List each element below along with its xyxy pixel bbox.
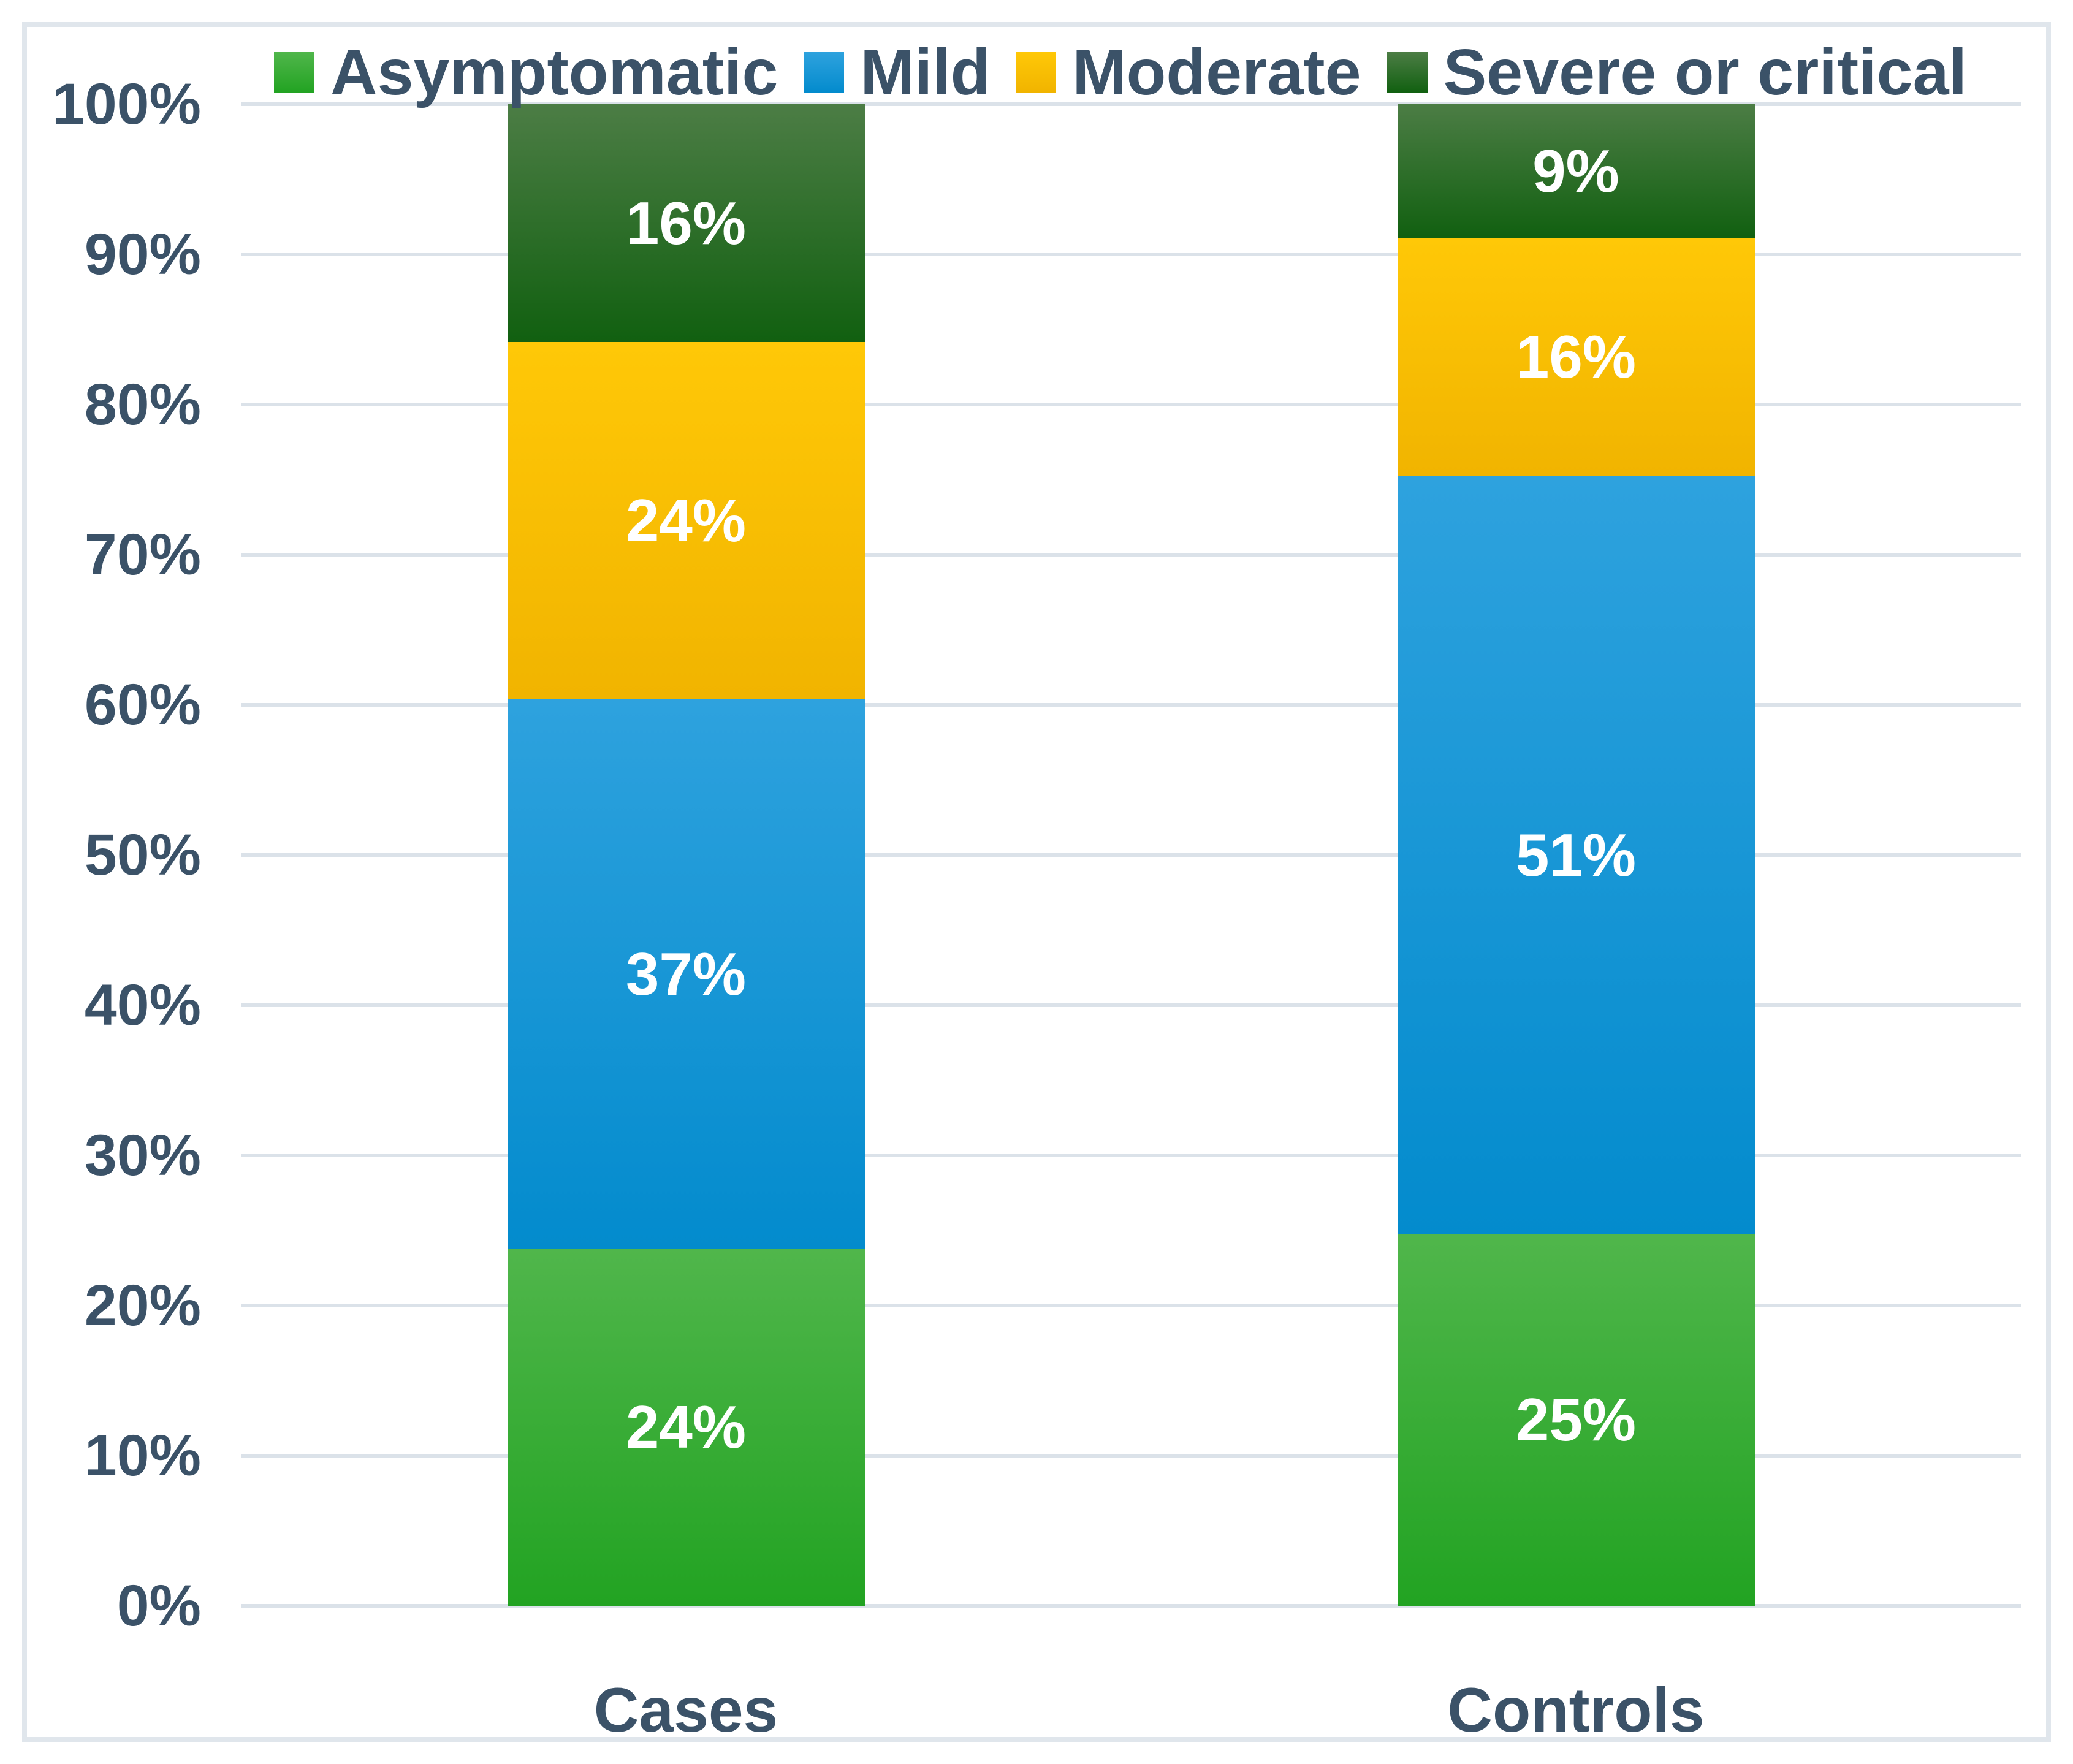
- gridline-50: [241, 853, 2021, 857]
- legend-item-asymptomatic: Asymptomatic: [274, 40, 778, 105]
- segment-moderate: 24%: [507, 342, 865, 699]
- segment-severe-or-critical: 9%: [1397, 104, 1755, 238]
- y-tick-label: 50%: [84, 823, 201, 888]
- y-tick-label: 100%: [52, 72, 201, 137]
- gridline-30: [241, 1154, 2021, 1157]
- segment-value-label: 16%: [1515, 322, 1637, 390]
- legend-label: Asymptomatic: [330, 36, 778, 108]
- segment-value-label: 24%: [625, 1393, 747, 1461]
- gridline-10: [241, 1454, 2021, 1458]
- gridline-80: [241, 403, 2021, 406]
- y-tick-label: 70%: [84, 522, 201, 587]
- segment-value-label: 37%: [625, 940, 747, 1008]
- plot-area: 0% 10% 20% 30% 40% 50% 60% 70% 80% 90% 100% 24% 37% 2…: [52, 72, 2021, 1745]
- y-tick-label: 40%: [84, 973, 201, 1038]
- segment-mild: 51%: [1397, 476, 1755, 1234]
- gridline-70: [241, 553, 2021, 557]
- gridline-60: [241, 703, 2021, 707]
- legend: Asymptomatic Mild Moderate Severe or critic…: [274, 29, 1967, 115]
- y-tick-label: 80%: [84, 372, 201, 437]
- legend-item-moderate: Moderate: [1016, 40, 1361, 105]
- legend-swatch-icon: [1386, 52, 1428, 93]
- category-label-cases: Cases: [593, 1675, 778, 1745]
- gridline-100: [241, 102, 2021, 106]
- bar-controls: 25% 51% 16% 9%: [1397, 104, 1755, 1606]
- legend-label: Mild: [860, 36, 991, 108]
- y-tick-label: 10%: [84, 1423, 201, 1488]
- gridline-40: [241, 1003, 2021, 1007]
- y-tick-label: 90%: [84, 222, 201, 287]
- legend-item-mild: Mild: [804, 40, 990, 105]
- legend-label: Severe or critical: [1443, 36, 1967, 108]
- segment-value-label: 51%: [1515, 821, 1637, 889]
- gridline-20: [241, 1304, 2021, 1307]
- legend-swatch-icon: [1016, 52, 1057, 93]
- legend-swatch-icon: [804, 52, 845, 93]
- y-tick-label: 0%: [116, 1573, 201, 1638]
- segment-asymptomatic: 24%: [507, 1249, 865, 1606]
- segment-value-label: 9%: [1532, 137, 1619, 205]
- legend-label: Moderate: [1072, 36, 1361, 108]
- segment-asymptomatic: 25%: [1397, 1234, 1755, 1606]
- segment-value-label: 24%: [625, 486, 747, 554]
- gridline-90: [241, 253, 2021, 256]
- segment-severe-or-critical: 16%: [507, 104, 865, 343]
- segment-value-label: 25%: [1515, 1386, 1637, 1454]
- segment-mild: 37%: [507, 699, 865, 1249]
- segment-value-label: 16%: [625, 189, 747, 257]
- gridline-0: [241, 1604, 2021, 1608]
- bar-cases: 24% 37% 24% 16%: [507, 104, 865, 1606]
- legend-swatch-icon: [274, 52, 314, 93]
- legend-item-severe-or-critical: Severe or critical: [1386, 36, 1967, 108]
- y-tick-label: 30%: [84, 1123, 201, 1188]
- y-tick-label: 60%: [84, 672, 201, 737]
- segment-moderate: 16%: [1397, 238, 1755, 476]
- y-tick-label: 20%: [84, 1273, 201, 1338]
- category-label-controls: Controls: [1447, 1675, 1705, 1745]
